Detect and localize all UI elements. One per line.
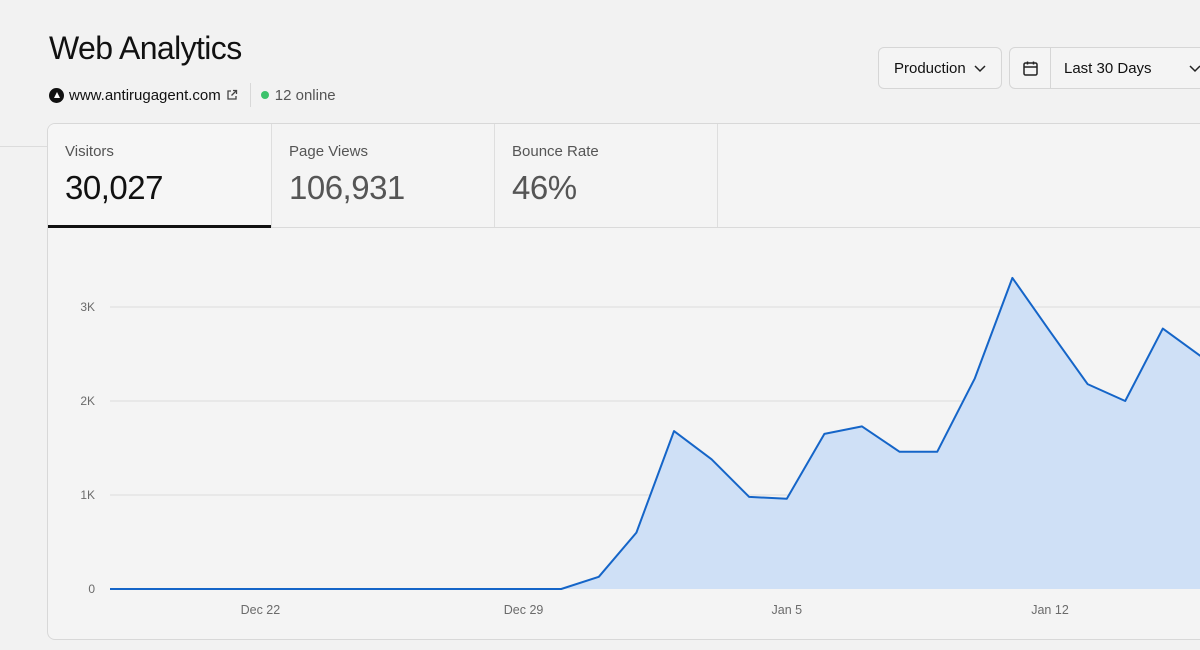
header-rule xyxy=(0,146,48,147)
chart-svg: 0 1K 2K 3K Dec 22 Dec 29 Jan 5 Jan 12 xyxy=(80,276,1200,617)
y-tick-label: 3K xyxy=(80,300,95,314)
visitors-chart: 0 1K 2K 3K Dec 22 Dec 29 Jan 5 Jan 12 xyxy=(48,229,1200,639)
online-count: 12 online xyxy=(274,86,336,104)
site-info-row: www.antirugagent.com 12 online xyxy=(49,83,336,107)
tab-visitors[interactable]: Visitors 30,027 xyxy=(48,124,272,228)
online-status-dot xyxy=(260,91,269,99)
visitors-line xyxy=(110,276,1200,590)
site-domain-link[interactable]: www.antirugagent.com xyxy=(69,86,221,104)
tab-label: Page Views xyxy=(289,143,368,160)
tab-label: Bounce Rate xyxy=(512,143,599,160)
environment-select[interactable]: Production xyxy=(878,47,1002,89)
divider xyxy=(249,83,251,107)
environment-select-label: Production xyxy=(894,59,966,77)
tab-label: Visitors xyxy=(65,143,114,160)
y-tick-label: 0 xyxy=(88,582,95,596)
y-tick-label: 2K xyxy=(80,394,95,408)
calendar-icon xyxy=(1022,61,1038,76)
metric-tabs: Visitors 30,027 Page Views 106,931 Bounc… xyxy=(48,124,1200,228)
tab-value: 30,027 xyxy=(65,169,163,206)
date-range-select[interactable]: Last 30 Days xyxy=(1051,48,1200,88)
date-range-control: Last 30 Days xyxy=(1009,47,1200,89)
calendar-button[interactable] xyxy=(1010,48,1051,88)
tab-value: 106,931 xyxy=(289,169,405,206)
chevron-down-icon xyxy=(1188,61,1200,79)
chevron-down-icon xyxy=(973,61,987,79)
tab-value: 46% xyxy=(512,169,577,206)
y-tick-label: 1K xyxy=(80,488,95,502)
area-fill xyxy=(110,277,1200,589)
site-logo-icon xyxy=(49,87,64,103)
analytics-card: Visitors 30,027 Page Views 106,931 Bounc… xyxy=(47,123,1200,640)
tab-bounce-rate[interactable]: Bounce Rate 46% xyxy=(495,124,718,227)
date-range-label: Last 30 Days xyxy=(1064,59,1152,77)
x-tick-label: Jan 5 xyxy=(772,603,803,617)
tab-page-views[interactable]: Page Views 106,931 xyxy=(272,124,495,227)
x-tick-label: Jan 12 xyxy=(1031,603,1069,617)
x-tick-label: Dec 29 xyxy=(504,603,544,617)
page-title: Web Analytics xyxy=(49,30,242,66)
x-tick-label: Dec 22 xyxy=(241,603,281,617)
external-link-icon[interactable] xyxy=(226,89,238,101)
